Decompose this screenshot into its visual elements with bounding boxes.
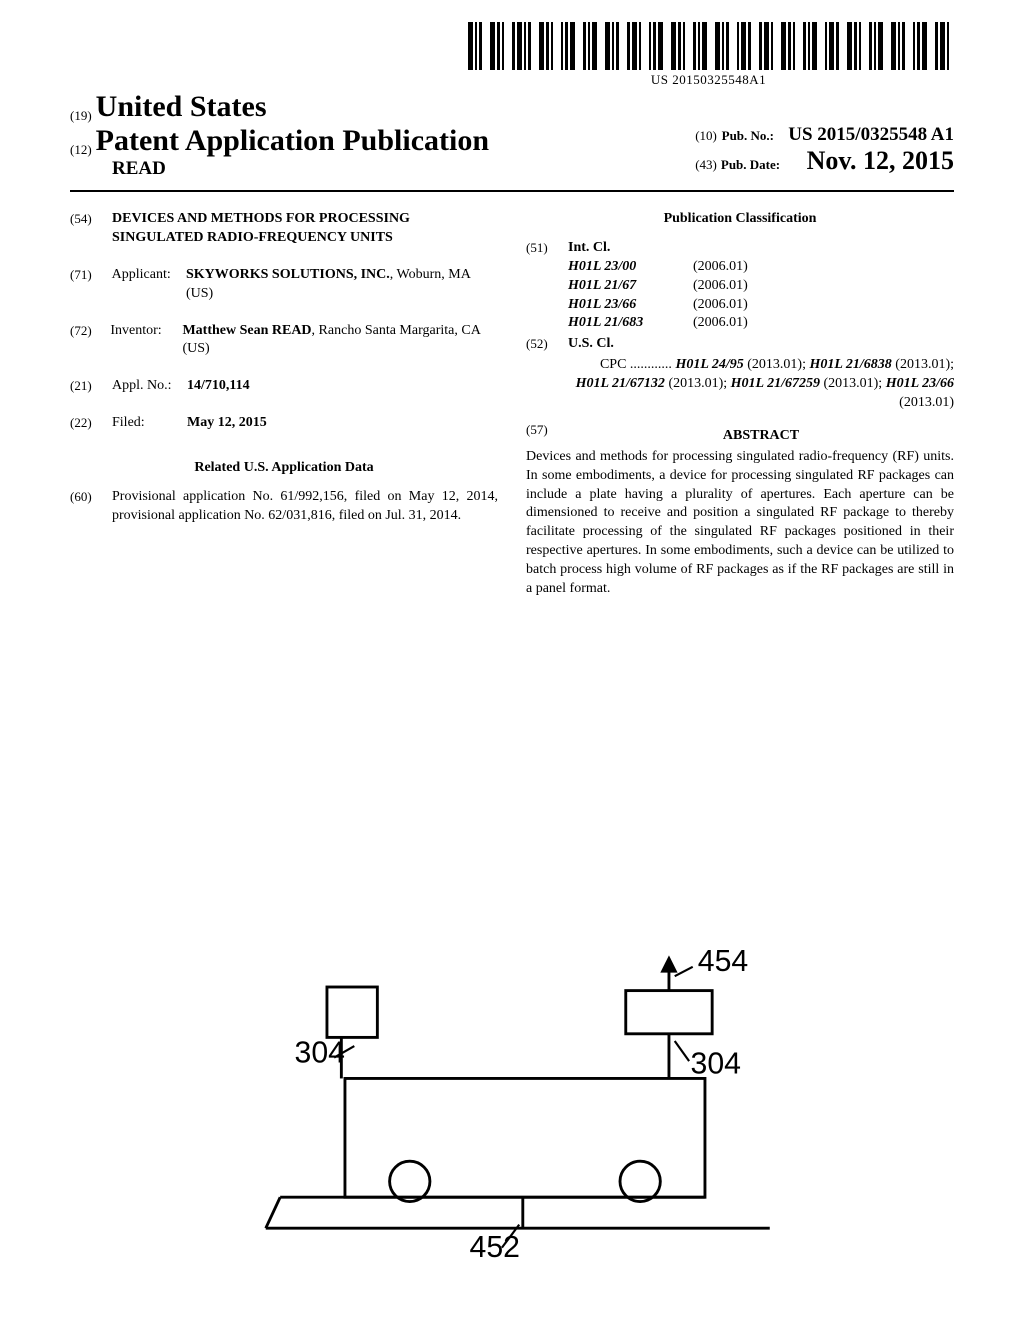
barcode-graphic (468, 22, 949, 70)
svg-text:452: 452 (470, 1231, 520, 1264)
intcl-symbol: H01L 21/683 (568, 314, 693, 333)
appl-no: 14/710,114 (187, 377, 250, 396)
intcl-symbol: H01L 21/67 (568, 277, 693, 296)
svg-text:454: 454 (698, 945, 748, 978)
applicant-code: (71) (70, 266, 112, 304)
biblio-columns: (54) DEVICES AND METHODS FOR PROCESSING … (70, 210, 954, 599)
appl-label: Appl. No.: (112, 377, 187, 396)
intcl-date: (2006.01) (693, 314, 783, 333)
intcl-label: Int. Cl. (568, 239, 954, 258)
pub-no-label: Pub. No.: (722, 128, 774, 143)
applicant-name: SKYWORKS SOLUTIONS, INC. (186, 267, 390, 282)
filed-date: May 12, 2015 (187, 414, 267, 433)
abstract-code: (57) (526, 421, 568, 446)
uscl-label: U.S. Cl. (568, 335, 954, 354)
intcl-symbol: H01L 23/00 (568, 258, 693, 277)
applicant-label: Applicant: (112, 266, 186, 304)
intcl-item: H01L 21/67(2006.01) (568, 277, 954, 296)
svg-text:304: 304 (295, 1037, 345, 1070)
classification-heading: Publication Classification (526, 210, 954, 229)
inventor-short: READ (112, 158, 489, 180)
pub-date-code: (43) (695, 157, 717, 173)
intcl-symbol: H01L 23/66 (568, 296, 693, 315)
pub-no-line: (10) Pub. No.: US 2015/0325548 A1 (695, 124, 954, 146)
pub-no-code: (10) (695, 128, 717, 143)
intcl-date: (2006.01) (693, 258, 783, 277)
country-name: United States (96, 90, 267, 124)
svg-text:304: 304 (691, 1047, 741, 1080)
doc-type: Patent Application Publication (96, 124, 489, 158)
uscl-code: (52) (526, 335, 568, 413)
title-code: (54) (70, 210, 112, 248)
inventor-name: Matthew Sean READ (182, 323, 311, 338)
filed-code: (22) (70, 414, 112, 433)
intcl-list: H01L 23/00(2006.01)H01L 21/67(2006.01)H0… (568, 258, 954, 334)
intcl-item: H01L 23/00(2006.01) (568, 258, 954, 277)
patent-title: DEVICES AND METHODS FOR PROCESSING SINGU… (112, 210, 498, 248)
pub-date-value: Nov. 12, 2015 (807, 146, 954, 176)
inventor-label: Inventor: (110, 322, 182, 360)
doc-type-code: (12) (70, 142, 92, 158)
prov-text: Provisional application No. 61/992,156, … (112, 488, 498, 526)
cpc-text: CPC ............ H01L 24/95 (2013.01); H… (568, 356, 954, 413)
intcl-date: (2006.01) (693, 277, 783, 296)
right-column: Publication Classification (51) Int. Cl.… (526, 210, 954, 599)
pub-date-label: Pub. Date: (721, 157, 780, 173)
abstract-heading: ABSTRACT (568, 427, 954, 446)
figure-svg: 304 304 452 454 (0, 555, 1024, 1275)
related-heading: Related U.S. Application Data (70, 459, 498, 478)
intcl-item: H01L 21/683(2006.01) (568, 314, 954, 333)
page-header: (19) United States (12) Patent Applicati… (70, 90, 954, 180)
pub-date-line: (43) Pub. Date: Nov. 12, 2015 (695, 146, 954, 176)
pub-no-value: US 2015/0325548 A1 (788, 124, 954, 145)
barcode-block: US 20150325548A1 (468, 22, 949, 88)
barcode-text: US 20150325548A1 (468, 72, 949, 88)
intcl-code: (51) (526, 239, 568, 333)
intcl-item: H01L 23/66(2006.01) (568, 296, 954, 315)
intcl-date: (2006.01) (693, 296, 783, 315)
prov-code: (60) (70, 488, 112, 526)
inventor-code: (72) (70, 322, 110, 360)
appl-code: (21) (70, 377, 112, 396)
filed-label: Filed: (112, 414, 187, 433)
left-column: (54) DEVICES AND METHODS FOR PROCESSING … (70, 210, 498, 599)
patent-figure: 304 304 452 454 (0, 555, 1024, 1275)
header-divider (70, 190, 954, 192)
country-code: (19) (70, 108, 92, 124)
